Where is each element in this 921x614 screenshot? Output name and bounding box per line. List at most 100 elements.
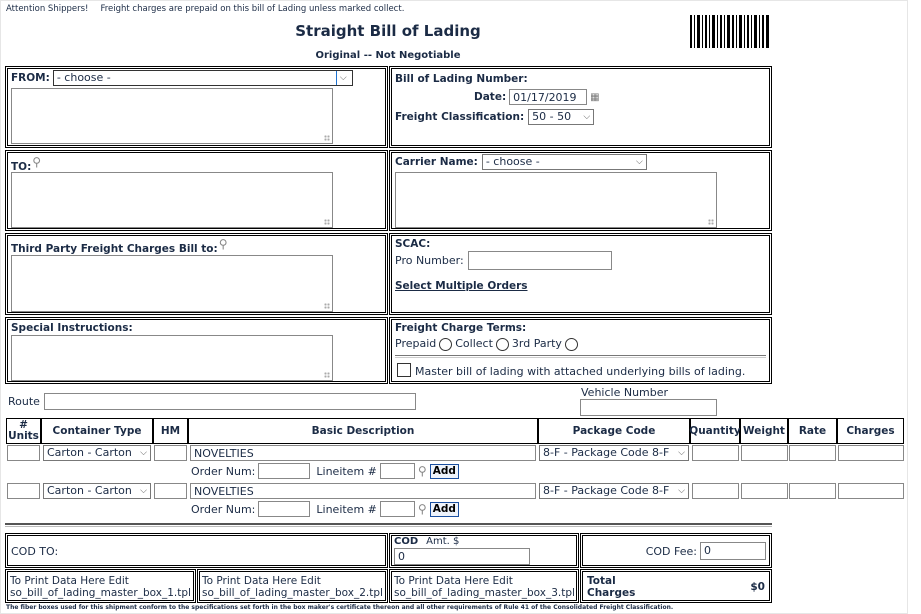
freight-class-select[interactable]: 50 - 50 ⌵ [528, 109, 595, 125]
lineitem-input[interactable] [379, 501, 415, 517]
total-label: Total [587, 575, 616, 587]
magnifier-icon[interactable]: ⚲ [218, 237, 228, 251]
header-weight: Weight [740, 418, 788, 444]
order-num-label: Order Num: [191, 502, 256, 516]
container-type-select[interactable]: Carton - Carton ⌵ [43, 445, 151, 461]
from-select-value: - choose - [56, 71, 111, 84]
package-code-select[interactable]: 8-F - Package Code 8-F ⌵ [539, 483, 689, 499]
prepaid-radio[interactable] [439, 337, 453, 351]
vehicle-number-input[interactable] [580, 399, 717, 416]
cod-to-label: COD TO: [11, 545, 59, 558]
pro-number-label: Pro Number: [395, 254, 464, 267]
weight-input[interactable] [741, 483, 788, 499]
order-num-input[interactable] [258, 463, 311, 479]
cod-fee-row: COD Fee: 0 [646, 542, 766, 560]
lineitem-label: Lineitem # [316, 502, 377, 516]
charges-input[interactable] [838, 445, 904, 461]
scac-label: SCAC: [395, 238, 431, 250]
cod-amount-section: COD Amt. $ 0 [389, 533, 579, 568]
package-code-value: 8-F - Package Code 8-F [543, 484, 670, 497]
quantity-input[interactable] [692, 483, 739, 499]
date-input[interactable]: 01/17/2019 [509, 89, 588, 105]
third-party-option-label: 3rd Party [511, 337, 562, 350]
box-2-line1: To Print Data Here Edit [202, 575, 321, 587]
special-instructions-section: Special Instructions: [5, 317, 388, 384]
rate-input[interactable] [789, 445, 836, 461]
quantity-input[interactable] [692, 445, 739, 461]
magnifier-icon[interactable]: ⚲ [417, 464, 427, 478]
third-party-row: Third Party Freight Charges Bill to: ⚲ [11, 237, 228, 255]
third-party-radio[interactable] [564, 337, 578, 351]
freight-terms-options: Prepaid Collect 3rd Party [395, 337, 581, 351]
header-units: # Units [6, 418, 41, 444]
header-basic-description: Basic Description [188, 418, 538, 444]
charges-input[interactable] [838, 483, 904, 499]
package-code-select[interactable]: 8-F - Package Code 8-F ⌵ [539, 445, 689, 461]
special-instructions-label: Special Instructions: [11, 322, 133, 334]
from-label: FROM: [11, 72, 50, 84]
divider [395, 355, 766, 358]
units-input[interactable] [7, 445, 40, 461]
vehicle-number-label: Vehicle Number [581, 386, 669, 399]
order-num-label: Order Num: [191, 464, 256, 478]
order-num-input[interactable] [258, 501, 311, 517]
cod-fee-label: COD Fee: [645, 544, 697, 558]
cod-amount-input[interactable]: 0 [394, 548, 530, 565]
calendar-icon[interactable]: ▦ [590, 91, 600, 103]
third-party-textarea[interactable] [11, 255, 333, 312]
hm-input[interactable] [154, 483, 187, 499]
package-code-value: 8-F - Package Code 8-F [543, 446, 670, 459]
add-button[interactable]: Add [429, 463, 459, 479]
to-label: TO: [11, 161, 32, 173]
from-select[interactable]: - choose - ⌵ [52, 70, 353, 86]
units-input[interactable] [7, 483, 40, 499]
master-box-2: To Print Data Here Edit so_bill_of_lading… [197, 569, 388, 603]
footer-note: The fiber boxes used for this shipment c… [6, 604, 674, 611]
rate-input[interactable] [789, 483, 836, 499]
from-address-textarea[interactable] [11, 88, 333, 144]
to-address-textarea[interactable] [11, 172, 333, 228]
carrier-textarea[interactable] [395, 172, 717, 228]
chevron-down-icon: ⌵ [636, 157, 643, 167]
pro-number-input[interactable] [467, 251, 612, 270]
route-row: Route [8, 393, 416, 410]
weight-input[interactable] [741, 445, 788, 461]
cod-fee-input[interactable]: 0 [700, 542, 766, 560]
chevron-down-icon: ⌵ [583, 112, 591, 122]
special-instructions-textarea[interactable] [11, 335, 333, 381]
master-bol-checkbox[interactable] [397, 363, 411, 377]
box-2-line2: so_bill_of_lading_master_box_2.tpl [202, 587, 383, 599]
header-quantity: Quantity [689, 418, 741, 444]
box-1-line2: so_bill_of_lading_master_box_1.tpl [10, 587, 191, 599]
barcode-icon [690, 15, 769, 48]
description-input[interactable]: NOVELTIES [190, 483, 536, 499]
freight-class-row: Freight Classification: 50 - 50 ⌵ [395, 109, 595, 125]
route-input[interactable] [43, 393, 416, 410]
bol-number-label: Bill of Lading Number: [395, 73, 528, 85]
collect-radio[interactable] [495, 337, 509, 351]
chevron-down-icon: ⌵ [140, 486, 147, 496]
master-box-1: To Print Data Here Edit so_bill_of_lading… [5, 569, 196, 603]
lineitem-input[interactable] [379, 463, 415, 479]
magnifier-icon[interactable]: ⚲ [417, 502, 427, 516]
add-button[interactable]: Add [429, 501, 459, 517]
page-title: Straight Bill of Lading [295, 22, 481, 40]
description-input[interactable]: NOVELTIES [190, 445, 536, 461]
box-3-line1: To Print Data Here Edit [394, 575, 513, 587]
amt-label: Amt. $ [426, 536, 460, 547]
third-party-label: Third Party Freight Charges Bill to: [11, 243, 218, 255]
container-type-value: Carton - Carton [47, 484, 132, 497]
total-charges-section: Total Charges $0 [580, 569, 772, 603]
carrier-select-value: - choose - [485, 155, 540, 168]
carrier-select[interactable]: - choose - ⌵ [481, 154, 647, 170]
divider [5, 523, 772, 527]
magnifier-icon[interactable]: ⚲ [32, 155, 42, 169]
order-line-row: Order Num: Lineitem # ⚲ Add [191, 501, 459, 517]
from-section: FROM: - choose - ⌵ [5, 66, 388, 148]
hm-input[interactable] [154, 445, 187, 461]
lineitem-label: Lineitem # [316, 464, 377, 478]
order-line-row: Order Num: Lineitem # ⚲ Add [191, 463, 459, 479]
select-multiple-orders-link[interactable]: Select Multiple Orders [395, 280, 528, 292]
container-type-select[interactable]: Carton - Carton ⌵ [43, 483, 151, 499]
cod-fee-section: COD Fee: 0 [580, 533, 772, 568]
